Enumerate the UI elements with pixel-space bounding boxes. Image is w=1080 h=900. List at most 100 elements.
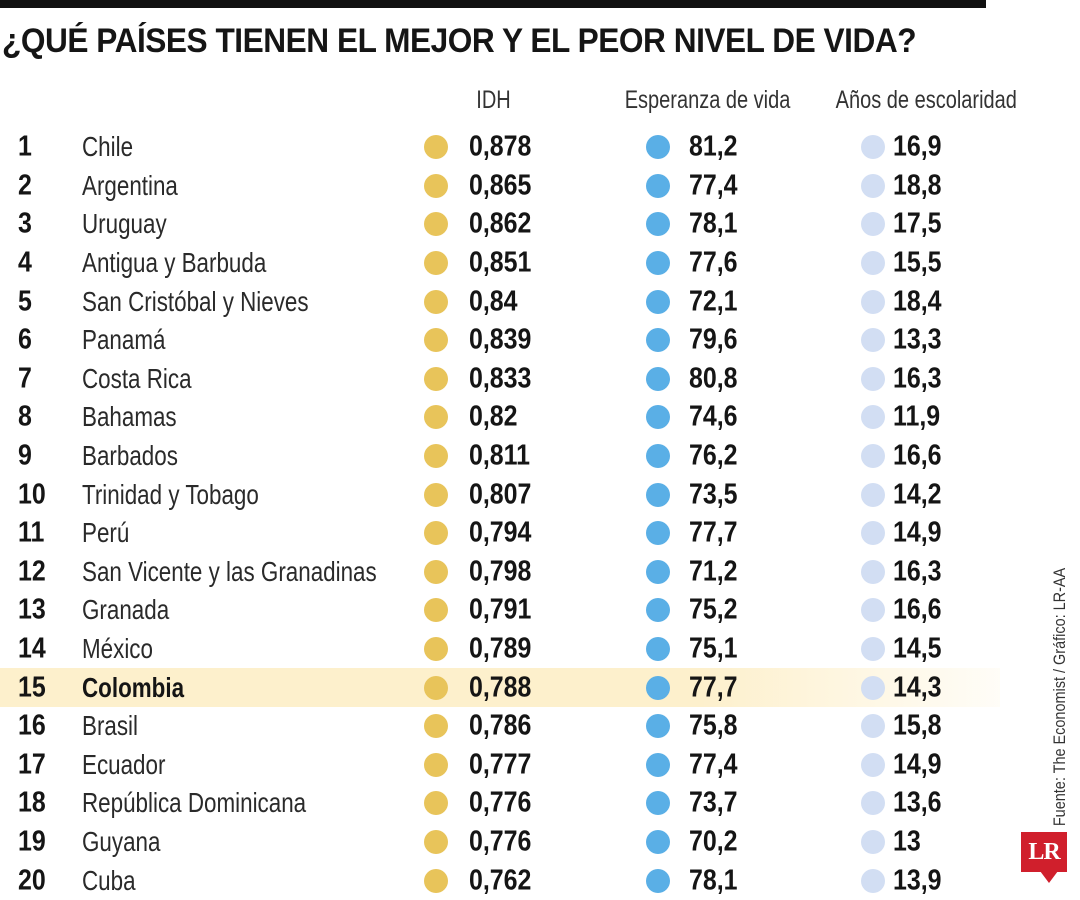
country-name: Perú	[82, 517, 130, 549]
country-name: Ecuador	[82, 748, 166, 780]
rank-number: 20	[18, 864, 46, 897]
country-name: Antigua y Barbuda	[82, 247, 267, 279]
table-row: 13 Granada 0,791 75,2 16,6	[0, 591, 1000, 630]
schooling-dot-icon	[861, 714, 885, 739]
schooling-dot-icon	[861, 675, 885, 700]
schooling-dot-icon	[861, 482, 885, 507]
life-expectancy-value: 78,1	[689, 207, 738, 240]
life-dot-icon	[646, 289, 670, 314]
schooling-dot-icon	[861, 405, 885, 430]
life-dot-icon	[646, 251, 670, 276]
idh-dot-icon	[424, 173, 448, 198]
life-expectancy-value: 76,2	[689, 439, 738, 472]
schooling-dot-icon	[861, 752, 885, 777]
idh-dot-icon	[424, 289, 448, 314]
life-expectancy-value: 75,2	[689, 593, 738, 626]
idh-value: 0,776	[469, 825, 532, 858]
schooling-dot-icon	[861, 366, 885, 391]
life-dot-icon	[646, 830, 670, 855]
table-row: 15 Colombia 0,788 77,7 14,3	[0, 668, 1000, 707]
rank-number: 11	[18, 516, 45, 549]
schooling-dot-icon	[861, 868, 885, 893]
schooling-value: 14,9	[893, 516, 942, 549]
schooling-value: 14,5	[893, 632, 942, 665]
life-expectancy-value: 77,7	[689, 516, 738, 549]
life-dot-icon	[646, 135, 670, 160]
life-expectancy-value: 78,1	[689, 864, 738, 897]
life-dot-icon	[646, 444, 670, 469]
table-row: 16 Brasil 0,786 75,8 15,8	[0, 707, 1000, 746]
schooling-dot-icon	[861, 444, 885, 469]
schooling-dot-icon	[861, 212, 885, 237]
idh-dot-icon	[424, 559, 448, 584]
idh-dot-icon	[424, 405, 448, 430]
life-dot-icon	[646, 366, 670, 391]
life-dot-icon	[646, 173, 670, 198]
rank-number: 4	[18, 246, 32, 279]
idh-value: 0,811	[469, 439, 531, 472]
schooling-dot-icon	[861, 598, 885, 623]
country-name: Argentina	[82, 169, 178, 201]
life-expectancy-value: 77,7	[689, 671, 738, 704]
life-dot-icon	[646, 791, 670, 816]
country-name: Costa Rica	[82, 362, 192, 394]
idh-value: 0,789	[469, 632, 532, 665]
table-row: 20 Cuba 0,762 78,1 13,9	[0, 861, 1000, 900]
source-credit: Fuente: The Economist / Gráfico: LR-AA	[1050, 567, 1069, 827]
rank-number: 12	[18, 555, 46, 588]
rank-number: 6	[18, 323, 32, 356]
idh-value: 0,862	[469, 207, 532, 240]
lr-logo: LR	[1021, 832, 1067, 872]
life-dot-icon	[646, 868, 670, 893]
table-row: 19 Guyana 0,776 70,2 13	[0, 823, 1000, 862]
life-dot-icon	[646, 714, 670, 739]
rank-number: 10	[18, 478, 46, 511]
rank-number: 9	[18, 439, 32, 472]
country-name: San Cristóbal y Nieves	[82, 285, 309, 317]
country-name: Colombia	[82, 671, 185, 703]
rank-number: 3	[18, 207, 32, 240]
schooling-value: 13	[893, 825, 921, 858]
country-name: Granada	[82, 594, 170, 626]
table-row: 10 Trinidad y Tobago 0,807 73,5 14,2	[0, 475, 1000, 514]
life-dot-icon	[646, 675, 670, 700]
country-name: Panamá	[82, 324, 166, 356]
life-expectancy-value: 73,7	[689, 786, 738, 819]
idh-dot-icon	[424, 366, 448, 391]
table-row: 14 México 0,789 75,1 14,5	[0, 630, 1000, 669]
idh-value: 0,878	[469, 130, 532, 163]
schooling-value: 15,8	[893, 709, 942, 742]
country-name: Brasil	[82, 710, 139, 742]
table-row: 12 San Vicente y las Granadinas 0,798 71,2 1…	[0, 553, 1000, 592]
idh-value: 0,807	[469, 478, 532, 511]
idh-value: 0,84	[469, 285, 518, 318]
life-dot-icon	[646, 637, 670, 662]
life-expectancy-value: 75,1	[689, 632, 738, 665]
schooling-value: 13,3	[893, 323, 942, 356]
idh-dot-icon	[424, 482, 448, 507]
idh-dot-icon	[424, 444, 448, 469]
life-expectancy-value: 75,8	[689, 709, 738, 742]
table-row: 7 Costa Rica 0,833 80,8 16,3	[0, 360, 1000, 399]
schooling-dot-icon	[861, 830, 885, 855]
country-name: San Vicente y las Granadinas	[82, 555, 377, 587]
schooling-value: 18,8	[893, 169, 942, 202]
schooling-dot-icon	[861, 251, 885, 276]
idh-value: 0,777	[469, 748, 532, 781]
idh-dot-icon	[424, 791, 448, 816]
schooling-value: 16,6	[893, 439, 942, 472]
idh-dot-icon	[424, 135, 448, 160]
schooling-value: 16,9	[893, 130, 942, 163]
idh-value: 0,839	[469, 323, 532, 356]
life-expectancy-value: 70,2	[689, 825, 738, 858]
life-expectancy-value: 80,8	[689, 362, 738, 395]
schooling-dot-icon	[861, 559, 885, 584]
country-name: Cuba	[82, 864, 136, 896]
rank-number: 8	[18, 400, 32, 433]
schooling-dot-icon	[861, 521, 885, 546]
country-name: República Dominicana	[82, 787, 307, 819]
schooling-value: 16,6	[893, 593, 942, 626]
life-dot-icon	[646, 598, 670, 623]
schooling-value: 14,3	[893, 671, 942, 704]
rank-number: 2	[18, 169, 32, 202]
